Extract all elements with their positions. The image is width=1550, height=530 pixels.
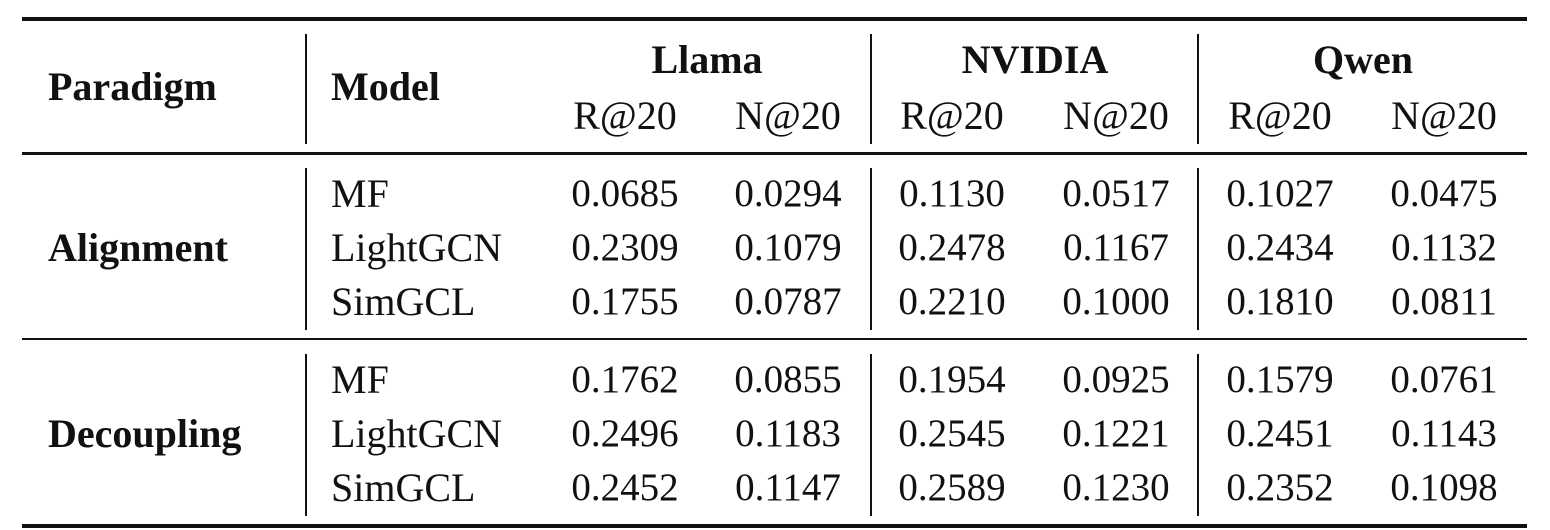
bottom-rule: [22, 524, 1527, 528]
table-cell: 0.2545: [898, 412, 1006, 455]
table-cell: 0.1167: [1063, 226, 1169, 269]
table-cell: 0.0855: [734, 358, 842, 401]
col-separator: [1197, 354, 1199, 516]
model-name: MF: [331, 171, 389, 216]
header-metric: N@20: [735, 93, 841, 138]
table-cell: 0.2210: [898, 280, 1006, 323]
table-cell: 0.1230: [1062, 466, 1170, 509]
header-rule: [22, 152, 1527, 155]
table-cell: 0.1755: [571, 280, 679, 323]
table-cell: 0.1000: [1062, 280, 1170, 323]
header-metric: N@20: [1391, 93, 1497, 138]
col-separator: [1197, 168, 1199, 330]
model-name: MF: [331, 357, 389, 402]
section-rule: [22, 338, 1527, 340]
table-cell: 0.0787: [734, 280, 842, 323]
table-cell: 0.0685: [571, 172, 679, 215]
paradigm-label: Alignment: [48, 225, 228, 270]
col-separator: [305, 34, 307, 144]
table-cell: 0.1579: [1226, 358, 1334, 401]
table-cell: 0.1954: [898, 358, 1006, 401]
header-metric: N@20: [1063, 93, 1169, 138]
table-cell: 0.2452: [571, 466, 679, 509]
header-group-nvidia: NVIDIA: [961, 37, 1109, 82]
table-cell: 0.1027: [1226, 172, 1334, 215]
table-cell: 0.2496: [571, 412, 679, 455]
header-model: Model: [331, 64, 440, 109]
col-separator: [870, 354, 872, 516]
table-cell: 0.0761: [1390, 358, 1498, 401]
table-cell: 0.1810: [1226, 280, 1334, 323]
table-cell: 0.2434: [1226, 226, 1334, 269]
table-cell: 0.1143: [1391, 412, 1497, 455]
model-name: SimGCL: [331, 279, 476, 324]
header-group-qwen: Qwen: [1313, 37, 1413, 82]
model-name: LightGCN: [331, 411, 503, 456]
header-metric: R@20: [1228, 93, 1332, 138]
table-cell: 0.0475: [1390, 172, 1498, 215]
table-cell: 0.0811: [1391, 280, 1497, 323]
col-separator: [305, 354, 307, 516]
col-separator: [870, 34, 872, 144]
table-cell: 0.2309: [571, 226, 679, 269]
header-group-llama: Llama: [651, 37, 763, 82]
table-cell: 0.2589: [898, 466, 1006, 509]
table-cell: 0.1098: [1390, 466, 1498, 509]
table-cell: 0.1147: [735, 466, 841, 509]
table-cell: 0.1221: [1062, 412, 1170, 455]
model-name: SimGCL: [331, 465, 476, 510]
table-cell: 0.1132: [1391, 226, 1497, 269]
paradigm-label: Decoupling: [48, 411, 242, 456]
table-cell: 0.1183: [735, 412, 841, 455]
header-metric: R@20: [900, 93, 1004, 138]
col-separator: [870, 168, 872, 330]
table-cell: 0.2478: [898, 226, 1006, 269]
table-cell: 0.2352: [1226, 466, 1334, 509]
table-cell: 0.1079: [734, 226, 842, 269]
table-cell: 0.0294: [734, 172, 842, 215]
model-name: LightGCN: [331, 225, 503, 270]
header-paradigm: Paradigm: [48, 64, 217, 109]
table-cell: 0.0517: [1062, 172, 1170, 215]
table-cell: 0.0925: [1062, 358, 1170, 401]
top-rule: [22, 17, 1527, 21]
table-cell: 0.2451: [1226, 412, 1334, 455]
col-separator: [1197, 34, 1199, 144]
col-separator: [305, 168, 307, 330]
table-cell: 0.1762: [571, 358, 679, 401]
table-cell: 0.1130: [899, 172, 1005, 215]
header-metric: R@20: [573, 93, 677, 138]
